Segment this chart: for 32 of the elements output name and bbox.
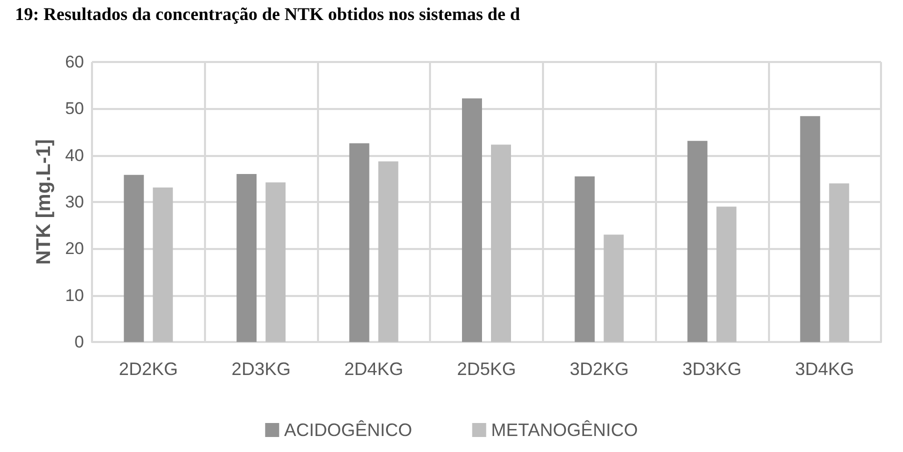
bar <box>349 143 370 342</box>
x-tick-label: 3D4KG <box>795 359 854 379</box>
x-tick-label: 3D3KG <box>682 359 742 379</box>
bar <box>124 174 144 342</box>
bar <box>236 174 257 342</box>
y-tick-label: 0 <box>74 332 84 352</box>
bar <box>491 144 511 342</box>
bar <box>462 98 482 342</box>
bar <box>800 116 820 342</box>
legend-label: ACIDOGÊNICO <box>284 420 412 440</box>
y-tick-label: 60 <box>65 52 84 72</box>
x-tick-label: 2D4KG <box>344 359 404 379</box>
bar <box>604 234 624 342</box>
x-tick-label: 3D2KG <box>570 359 629 379</box>
bar <box>574 176 595 342</box>
x-tick-label: 2D2KG <box>118 359 178 379</box>
legend-label: METANOGÊNICO <box>491 420 638 440</box>
y-tick-label: 20 <box>65 239 84 258</box>
bar <box>687 140 708 342</box>
y-tick-label: 10 <box>65 286 84 305</box>
y-tick-label: 50 <box>65 99 84 118</box>
y-tick-label: 30 <box>65 192 84 212</box>
bar <box>266 182 286 342</box>
y-tick-label: 40 <box>65 146 84 165</box>
bar <box>829 183 850 342</box>
y-axis-title: NTK [mg.L-1] <box>33 139 55 265</box>
chart-title: 19: Resultados da concentração de NTK obtidos nos sistemas de d <box>15 4 520 24</box>
bar <box>378 161 398 342</box>
x-tick-label: 2D5KG <box>456 359 516 379</box>
bar <box>152 188 173 342</box>
bar <box>716 206 736 342</box>
x-tick-label: 2D3KG <box>232 359 291 379</box>
